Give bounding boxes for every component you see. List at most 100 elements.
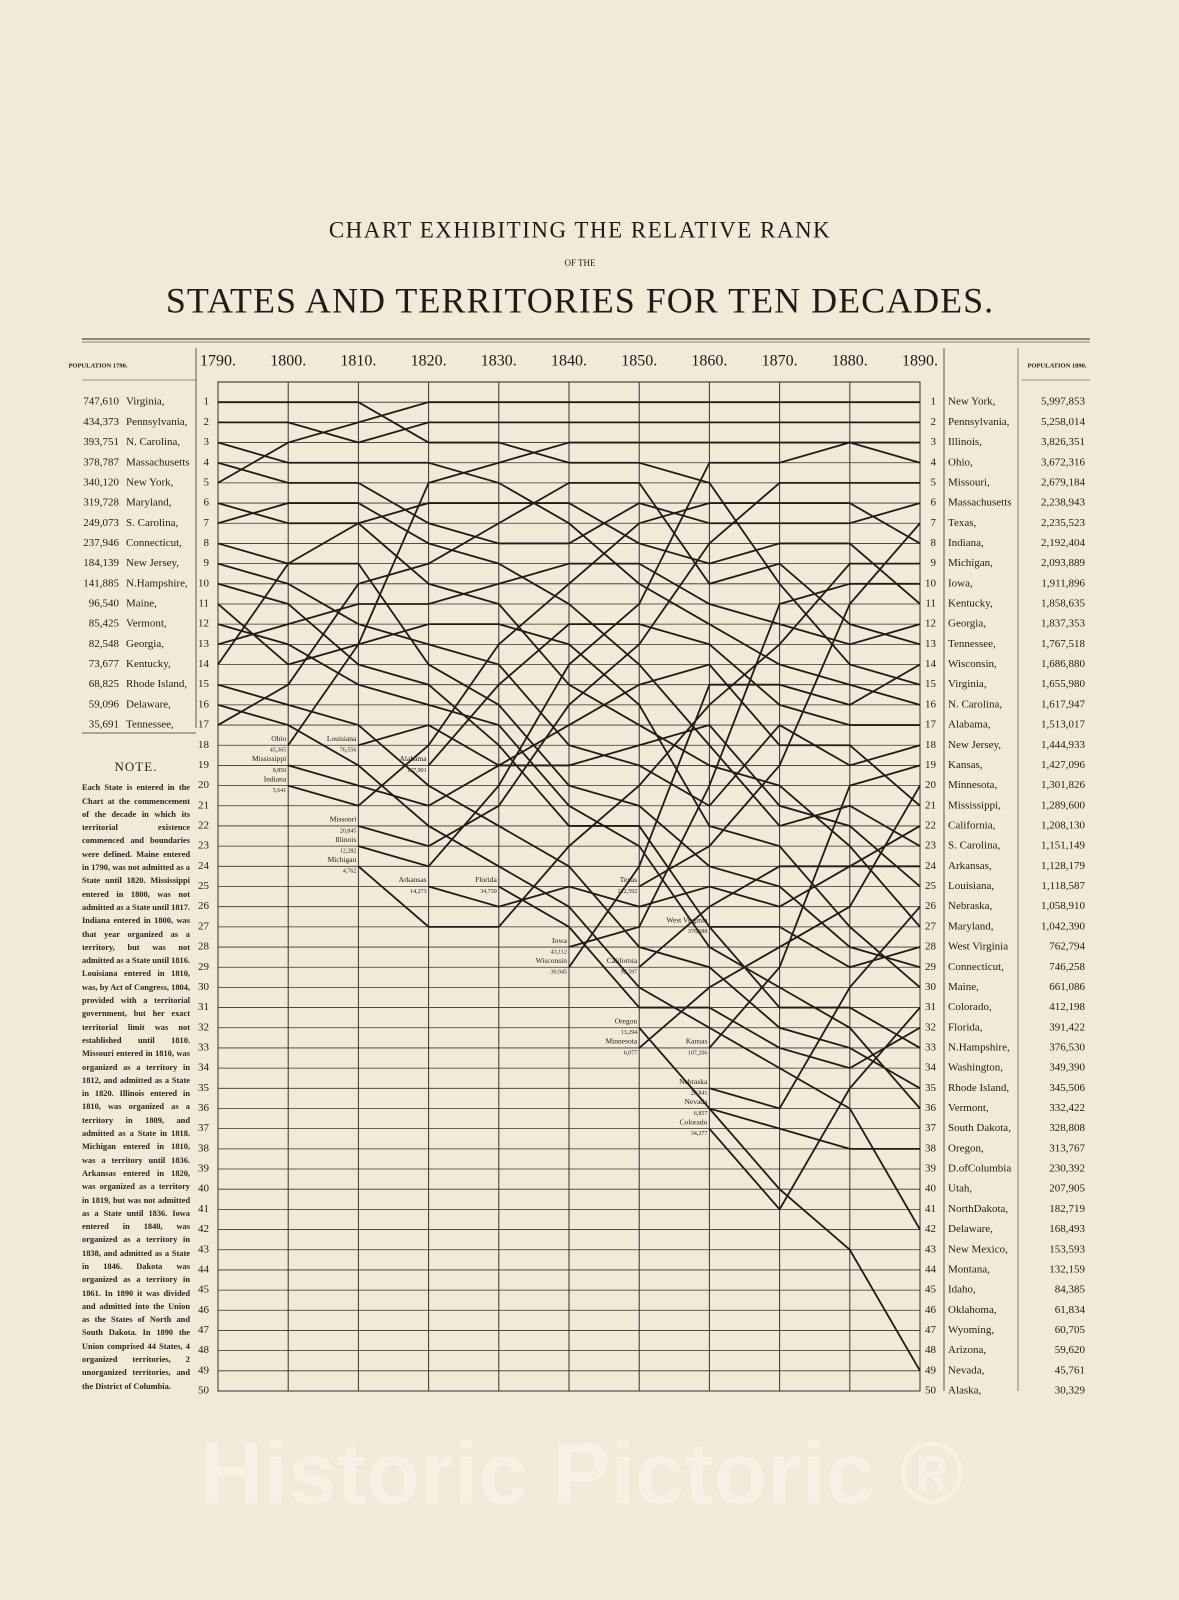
population: 349,390 [1049,1062,1085,1074]
state-name: New Mexico, [948,1243,1008,1255]
y-tick-label: 24 [198,860,210,872]
y-tick-label: 7 [931,517,937,529]
title-line: STATES AND TERRITORIES FOR TEN DECADES. [166,280,994,320]
entry-label: Arkansas [399,875,427,884]
entry-population: 127,901 [407,768,427,774]
entry-population: 43,112 [551,949,567,955]
state-name: New Jersey, [126,557,179,569]
y-tick-label: 47 [198,1324,210,1336]
population: 762,794 [1049,941,1085,953]
population: 1,058,910 [1041,900,1086,912]
entry-population: 6,857 [694,1111,708,1117]
y-tick-label: 47 [925,1324,937,1336]
entry-population: 14,273 [410,889,427,895]
y-tick-label: 27 [198,920,210,932]
y-tick-label: 33 [198,1041,210,1053]
population: 184,139 [83,557,119,569]
y-tick-label: 6 [931,497,937,509]
state-name: Arizona, [948,1344,986,1356]
population: 376,530 [1049,1041,1085,1053]
x-tick-label: 1810. [340,353,376,370]
y-tick-label: 4 [204,456,210,468]
y-tick-label: 34 [925,1062,937,1074]
y-tick-label: 18 [925,739,937,751]
rank-line [708,1107,921,1372]
state-name: Maryland, [126,497,172,509]
y-tick-label: 42 [925,1223,936,1235]
x-tick-label: 1840. [551,353,587,370]
rank-line [498,885,921,1070]
state-name: Massachusetts [126,456,190,468]
y-tick-label: 14 [925,658,937,670]
y-tick-label: 45 [198,1284,210,1296]
entry-label: Minnesota [606,1037,638,1046]
population: 345,506 [1049,1082,1085,1094]
state-name: Wyoming, [948,1324,994,1336]
y-tick-label: 15 [198,678,210,690]
state-name: Florida, [948,1021,983,1033]
state-name: Pennsylvania, [948,416,1010,428]
population: 5,258,014 [1041,416,1086,428]
population: 82,548 [89,638,120,650]
y-tick-label: 50 [925,1385,937,1397]
y-tick-label: 26 [198,900,210,912]
population: 393,751 [83,436,119,448]
entry-label: Oregon [615,1016,638,1025]
y-tick-label: 29 [198,961,210,973]
state-name: Oregon, [948,1142,984,1154]
state-name: Tennessee, [948,638,996,650]
state-name: Maine, [948,981,979,993]
x-tick-label: 1790. [200,353,236,370]
population: 30,329 [1055,1385,1086,1397]
rank-line [358,441,920,868]
population: 434,373 [83,416,119,428]
state-name: Connecticut, [948,961,1004,973]
note-heading: NOTE. [114,759,158,774]
y-tick-label: 12 [925,618,936,630]
note-text: Each State is entered in the Chart at th… [82,783,190,1391]
state-name: Kentucky, [126,658,171,670]
population: 3,672,316 [1041,456,1086,468]
x-tick-label: 1890. [902,353,938,370]
population: 153,593 [1049,1243,1085,1255]
y-tick-label: 37 [198,1122,210,1134]
state-name: N.Hampshire, [126,577,188,589]
entry-population: 376,688 [688,929,708,935]
population: 84,385 [1055,1284,1086,1296]
y-tick-label: 43 [925,1243,937,1255]
population: 1,118,587 [1041,880,1085,892]
entry-population: 92,597 [621,970,638,976]
population: 391,422 [1049,1021,1085,1033]
state-name: Mississippi, [948,799,1001,811]
state-name: S. Carolina, [948,840,1000,852]
population: 1,427,096 [1041,759,1086,771]
y-tick-label: 6 [204,497,210,509]
state-name: Vermont, [948,1102,989,1114]
population: 249,073 [83,517,119,529]
population: 746,258 [1049,961,1085,973]
population: 1,289,600 [1041,799,1086,811]
state-name: Maine, [126,598,157,610]
y-tick-label: 31 [198,1001,209,1013]
y-tick-label: 11 [198,598,209,610]
population: 73,677 [89,658,120,670]
y-tick-label: 39 [925,1163,937,1175]
state-name: Minnesota, [948,779,997,791]
y-tick-label: 22 [198,819,209,831]
entry-label: Wisconsin [536,956,568,965]
state-name: Nevada, [948,1364,985,1376]
entry-label: Mississippi [252,754,286,763]
entry-label: Nebraska [679,1077,708,1086]
rank-line [218,401,921,686]
entry-population: 4,762 [343,869,357,875]
state-name: Maryland, [948,920,994,932]
state-name: NorthDakota, [948,1203,1008,1215]
y-tick-label: 44 [925,1263,937,1275]
population: 85,425 [89,618,120,630]
rank-line [217,582,921,1049]
y-tick-label: 9 [204,557,210,569]
entry-population: 34,277 [691,1131,708,1137]
rank-line [287,663,921,807]
state-name: Ohio, [948,456,973,468]
